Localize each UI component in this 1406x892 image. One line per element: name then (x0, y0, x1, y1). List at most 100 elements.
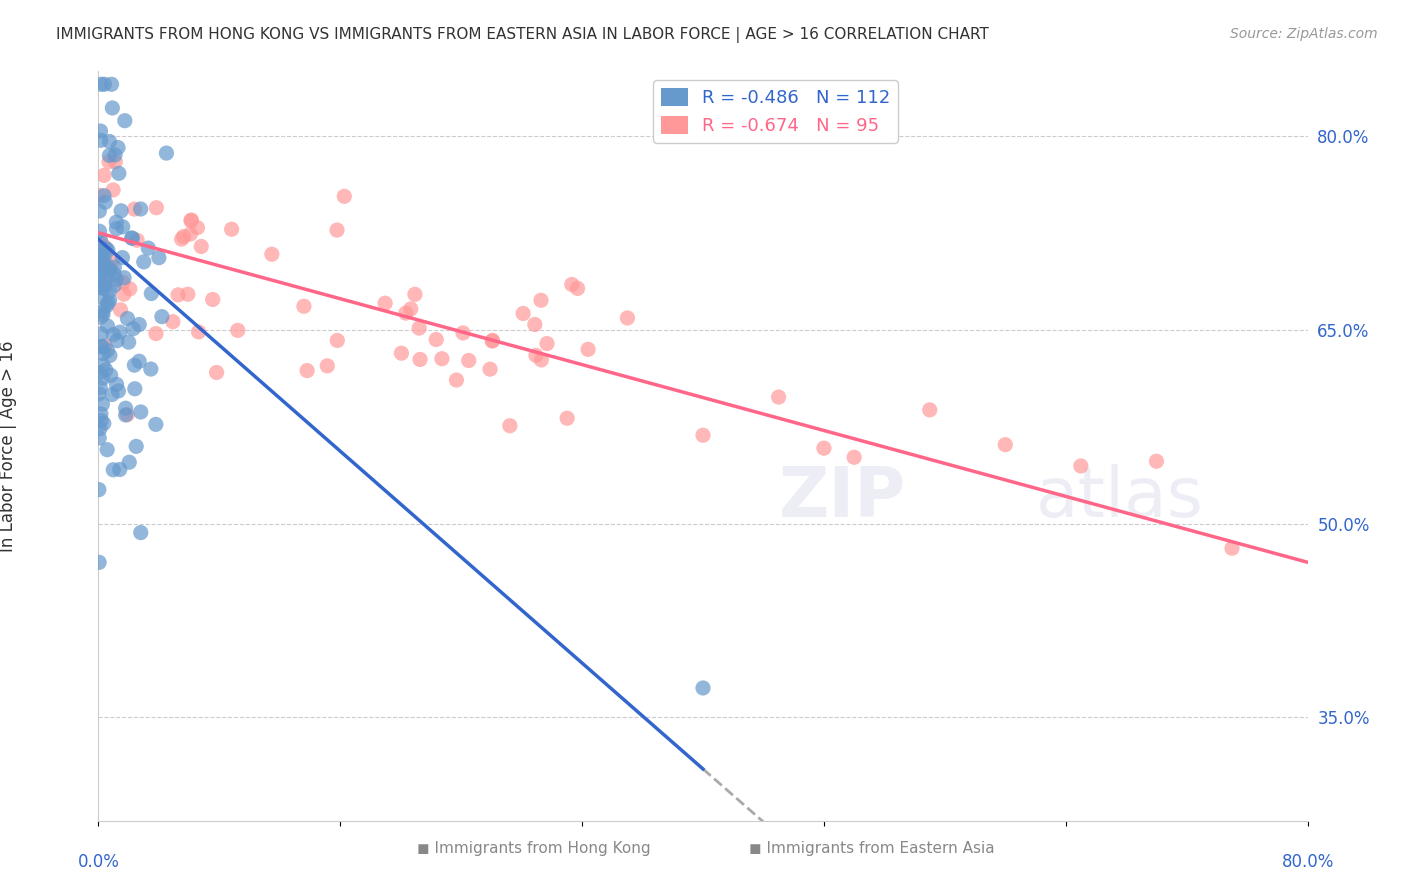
Point (89, 555, 111, 569)
Point (536, 336, 558, 351)
Point (93, 252, 115, 266)
Point (97, 154, 120, 169)
Point (555, 411, 578, 425)
Point (692, 428, 714, 442)
Point (89, 204, 111, 219)
Point (567, 281, 589, 295)
Point (121, 231, 143, 245)
Point (1220, 541, 1243, 556)
Point (180, 213, 202, 227)
Point (89, 224, 111, 238)
Point (97, 295, 120, 310)
Point (89, 422, 111, 436)
Point (89, 244, 111, 258)
Point (100, 368, 122, 383)
Point (136, 241, 159, 255)
Text: atlas: atlas (1035, 464, 1204, 531)
Point (89, 259, 111, 273)
Point (425, 333, 447, 347)
Point (105, 334, 128, 348)
Point (127, 233, 149, 247)
Point (162, 315, 184, 329)
Point (87, 260, 110, 275)
Point (187, 325, 209, 339)
Point (90, 236, 112, 251)
Point (90, 77, 112, 91)
Point (481, 334, 503, 348)
Point (179, 227, 201, 241)
Point (89, 249, 111, 263)
Point (91, 308, 114, 322)
Point (89, 380, 111, 394)
Point (813, 441, 835, 455)
Point (89, 431, 111, 445)
Point (87, 275, 110, 289)
Point (117, 408, 139, 422)
Point (326, 223, 349, 237)
Point (96, 442, 118, 457)
Point (114, 401, 136, 416)
Point (91, 262, 114, 277)
Point (326, 334, 349, 348)
Text: Source: ZipAtlas.com: Source: ZipAtlas.com (1230, 27, 1378, 41)
Point (96, 299, 118, 313)
Point (110, 302, 132, 317)
Point (399, 301, 422, 316)
Point (173, 229, 195, 244)
Point (101, 253, 124, 268)
Point (96, 343, 118, 358)
Point (389, 346, 412, 360)
Point (124, 358, 146, 372)
Point (111, 251, 134, 265)
Point (844, 450, 866, 465)
Point (93, 77, 115, 91)
Point (118, 282, 141, 296)
Point (90, 133, 112, 147)
Point (94, 363, 117, 377)
Point (98, 135, 121, 149)
Point (128, 318, 150, 332)
Point (108, 462, 131, 476)
Point (93, 240, 115, 254)
Point (103, 327, 125, 342)
Point (451, 326, 474, 340)
Point (104, 154, 127, 169)
Point (114, 113, 136, 128)
Point (114, 408, 136, 422)
Point (148, 251, 170, 265)
Point (104, 148, 127, 162)
Point (226, 323, 249, 337)
Point (90, 340, 112, 354)
Point (91, 246, 114, 260)
Point (101, 183, 124, 197)
Point (98, 349, 121, 363)
Point (576, 343, 599, 357)
Point (90, 310, 112, 325)
Point (98, 263, 121, 277)
Point (260, 247, 283, 261)
Point (98, 260, 121, 275)
Point (124, 202, 146, 216)
Point (132, 255, 155, 269)
Point (103, 260, 125, 275)
Point (103, 278, 125, 293)
Point (145, 326, 167, 341)
Point (91, 371, 114, 385)
Point (105, 221, 128, 235)
Text: ZIP: ZIP (779, 464, 905, 531)
Point (918, 403, 941, 417)
Point (91, 397, 114, 411)
Point (91, 358, 114, 372)
Point (87, 387, 110, 401)
Point (125, 439, 148, 453)
Text: In Labor Force | Age > 16: In Labor Force | Age > 16 (0, 340, 17, 552)
Point (186, 220, 208, 235)
Point (108, 166, 131, 180)
Point (122, 321, 145, 335)
Point (94, 195, 117, 210)
Point (430, 351, 453, 366)
Point (89, 188, 111, 202)
Point (374, 296, 396, 310)
Point (105, 272, 128, 286)
Point (91, 253, 114, 268)
